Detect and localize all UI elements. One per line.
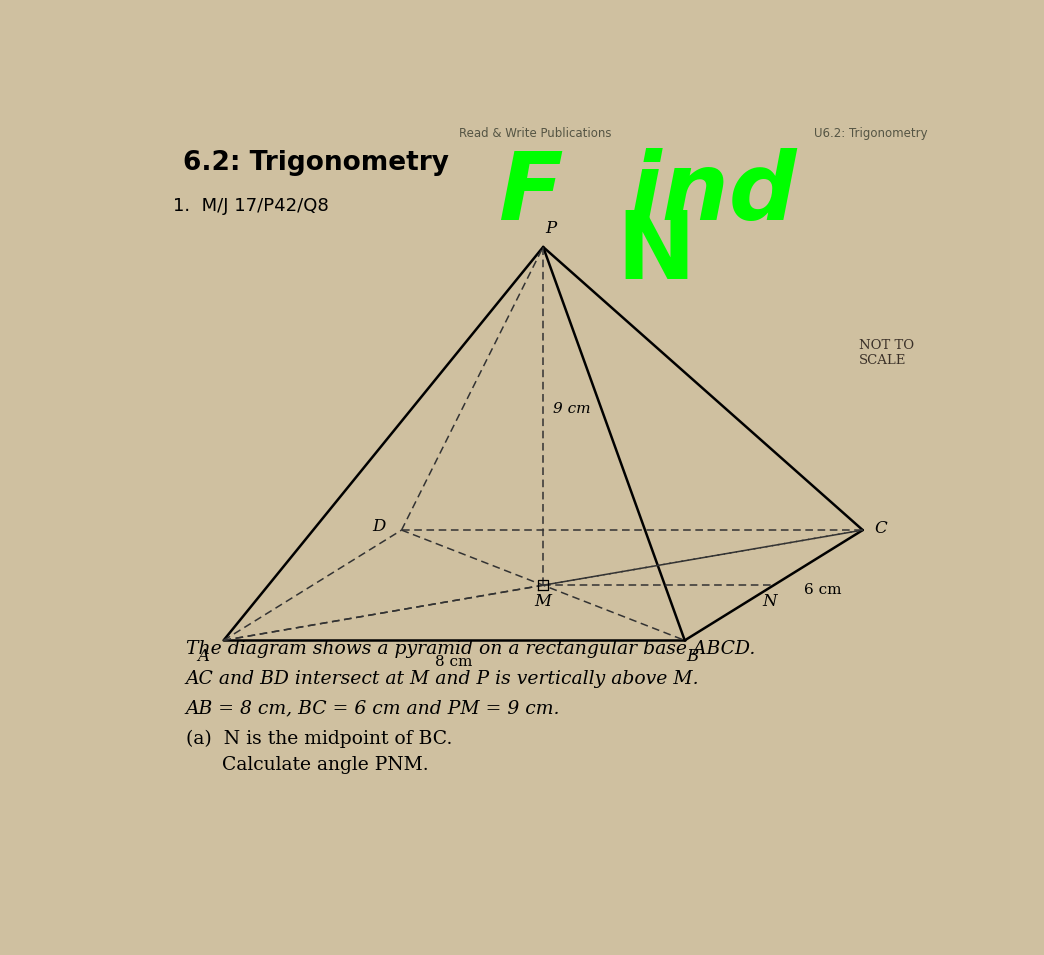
Text: P: P — [546, 220, 556, 237]
Text: Calculate angle PNM.: Calculate angle PNM. — [186, 755, 428, 774]
Text: A: A — [197, 648, 209, 665]
Text: Read & Write Publications: Read & Write Publications — [458, 127, 612, 140]
Text: 9 cm: 9 cm — [552, 402, 590, 415]
Text: 8 cm: 8 cm — [435, 655, 473, 668]
Text: M: M — [535, 593, 551, 610]
Text: 6 cm: 6 cm — [804, 584, 841, 598]
Text: N: N — [762, 593, 777, 610]
Text: (a)  N is the midpoint of BC.: (a) N is the midpoint of BC. — [186, 730, 452, 749]
Text: D: D — [373, 518, 385, 535]
Text: The diagram shows a pyramid on a rectangular base ABCD.: The diagram shows a pyramid on a rectang… — [186, 641, 755, 658]
Text: AC and BD intersect at M and P is vertically above M.: AC and BD intersect at M and P is vertic… — [186, 669, 699, 688]
Text: B: B — [687, 648, 698, 665]
Text: N: N — [616, 206, 695, 299]
Text: AB = 8 cm, BC = 6 cm and PM = 9 cm.: AB = 8 cm, BC = 6 cm and PM = 9 cm. — [186, 699, 560, 717]
Text: C: C — [874, 520, 887, 537]
Text: 1.  M/J 17/P42/Q8: 1. M/J 17/P42/Q8 — [172, 197, 328, 215]
Text: NOT TO
SCALE: NOT TO SCALE — [858, 339, 914, 367]
Text: F  ind: F ind — [499, 148, 797, 240]
Text: U6.2: Trigonometry: U6.2: Trigonometry — [814, 127, 927, 140]
Text: 6.2: Trigonometry: 6.2: Trigonometry — [183, 150, 449, 176]
